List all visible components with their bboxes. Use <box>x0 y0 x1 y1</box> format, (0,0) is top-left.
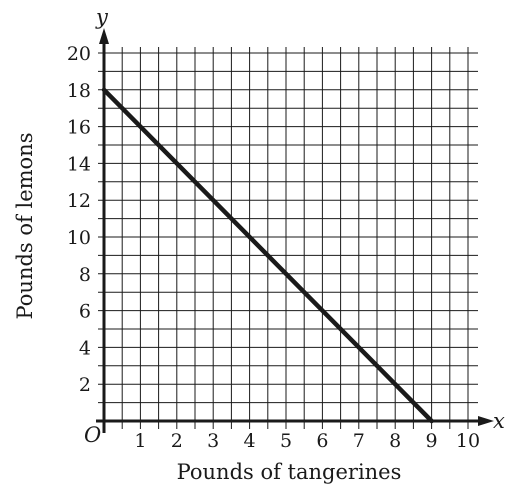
y-axis-letter: y <box>95 5 109 29</box>
x-tick-label: 5 <box>280 430 292 452</box>
x-tick-label: 8 <box>389 430 401 452</box>
y-tick-label: 8 <box>79 264 91 286</box>
y-axis-title: Pounds of lemons <box>13 133 37 320</box>
y-tick-label: 10 <box>67 227 91 249</box>
x-axis-title: Pounds of tangerines <box>177 460 402 484</box>
axes <box>96 28 494 433</box>
y-tick-label: 18 <box>67 80 91 102</box>
series-layer <box>101 87 434 424</box>
y-tick-label: 4 <box>79 337 91 359</box>
x-axis-arrow <box>478 416 494 426</box>
series-line <box>101 87 434 424</box>
x-tick-label: 1 <box>134 430 146 452</box>
x-axis-letter: x <box>493 409 505 433</box>
x-tick-label: 10 <box>456 430 480 452</box>
grid <box>98 47 478 429</box>
y-tick-label: 14 <box>67 153 91 175</box>
x-tick-label: 6 <box>316 430 328 452</box>
y-axis-arrow <box>99 28 109 44</box>
x-tick-label: 9 <box>426 430 438 452</box>
x-tick-label: 7 <box>353 430 365 452</box>
y-tick-label: 6 <box>79 301 91 323</box>
y-tick-label: 20 <box>67 43 91 65</box>
origin-label: O <box>84 423 101 447</box>
x-tick-label: 3 <box>207 430 219 452</box>
y-tick-label: 12 <box>67 190 91 212</box>
y-tick-label: 2 <box>79 374 91 396</box>
x-tick-label: 4 <box>244 430 256 452</box>
y-tick-label: 16 <box>67 117 91 139</box>
x-tick-label: 2 <box>171 430 183 452</box>
